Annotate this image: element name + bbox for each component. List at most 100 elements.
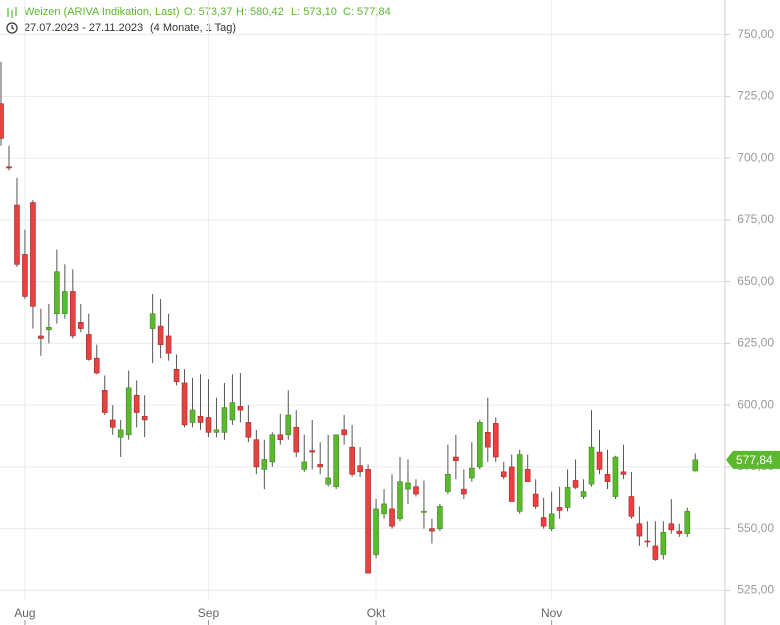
y-tick-label: 700,00 xyxy=(737,150,774,164)
candle-body xyxy=(70,291,76,337)
candle-body xyxy=(237,406,244,411)
candle-body xyxy=(285,414,292,436)
y-tick-label: 525,00 xyxy=(737,583,774,597)
candle-body xyxy=(269,434,276,463)
header-icon xyxy=(7,7,17,18)
candle-body xyxy=(660,532,667,555)
candle-body xyxy=(492,423,499,458)
candle-body xyxy=(524,469,531,483)
x-tick-label: Nov xyxy=(541,606,562,620)
candle-body xyxy=(604,474,611,483)
candle-body xyxy=(181,382,188,426)
candle-body xyxy=(125,387,132,436)
candle-body xyxy=(0,103,4,139)
candle-body xyxy=(93,357,100,374)
candle-body xyxy=(6,166,12,169)
candle-body xyxy=(636,523,643,537)
candle-body xyxy=(14,204,20,265)
candle-body xyxy=(445,474,451,492)
candle-body xyxy=(540,517,547,527)
candle-body xyxy=(229,402,236,421)
period: (4 Monate, 1 Tag) xyxy=(150,22,236,34)
clock-icon xyxy=(6,22,18,34)
candle-body xyxy=(325,477,331,485)
candle-body xyxy=(173,369,180,382)
candle-body xyxy=(389,508,395,527)
candle-body xyxy=(317,464,324,468)
ohlc-label: H: 580,42 xyxy=(236,6,284,18)
candle-body xyxy=(109,419,116,428)
candle-body xyxy=(620,471,627,475)
candle-body xyxy=(349,446,355,475)
candle-body xyxy=(277,434,284,441)
y-tick-label: 625,00 xyxy=(737,336,774,350)
chart-title: Weizen (ARIVA Indikation, Last) xyxy=(24,6,180,18)
candle-body xyxy=(548,513,555,529)
candle-body xyxy=(221,407,228,433)
candle-body xyxy=(516,454,523,512)
y-tick-label: 550,00 xyxy=(737,521,774,535)
candle-body xyxy=(437,506,443,529)
candle-body xyxy=(189,409,196,423)
candle-body xyxy=(580,491,587,497)
candle-body xyxy=(197,415,204,423)
candle-body xyxy=(149,313,156,329)
y-tick-label: 650,00 xyxy=(737,274,774,288)
candle-body xyxy=(165,335,172,354)
candle-body xyxy=(117,429,124,438)
y-tick-label: 600,00 xyxy=(737,397,774,411)
candle-body xyxy=(429,528,435,532)
candle-body xyxy=(213,429,220,433)
candle-body xyxy=(413,486,419,495)
candle-body xyxy=(133,394,140,413)
candle-body xyxy=(365,469,371,574)
candle-body xyxy=(684,511,691,534)
y-tick-label: 725,00 xyxy=(737,89,774,103)
y-tick-label: 675,00 xyxy=(737,212,774,226)
candle-body xyxy=(293,427,300,453)
candle-body xyxy=(373,508,379,555)
candle-body xyxy=(245,422,252,438)
candle-body xyxy=(30,202,36,307)
price-badge xyxy=(726,450,780,469)
candle-body xyxy=(141,415,148,421)
candle-body xyxy=(596,451,603,470)
candle-body xyxy=(453,456,459,462)
candle-body xyxy=(85,334,92,360)
candle-body xyxy=(357,465,363,473)
candle-body xyxy=(46,327,52,331)
candle-body xyxy=(484,432,491,448)
candle-body xyxy=(341,429,347,436)
candle-body xyxy=(101,390,108,413)
candle-body xyxy=(62,291,68,315)
candle-body xyxy=(508,466,515,502)
candle-body xyxy=(612,456,619,497)
candle-body xyxy=(628,496,635,517)
candle-body xyxy=(301,461,308,470)
candle-body xyxy=(556,507,563,511)
candle-body xyxy=(692,459,699,472)
subtitle: 27.07.2023 - 27.11.2023 xyxy=(24,22,143,34)
x-tick-label: Aug xyxy=(14,606,35,620)
candle-body xyxy=(333,434,339,487)
candle-body xyxy=(205,417,212,433)
ohlc-label: L: 573,10 xyxy=(291,6,337,18)
candle-body xyxy=(652,545,659,560)
candle-body xyxy=(38,335,44,339)
candle-body xyxy=(309,450,316,453)
candle-body xyxy=(157,325,164,345)
candle-body xyxy=(469,467,475,479)
candle-body xyxy=(532,493,539,507)
candle-body xyxy=(22,254,28,297)
candle-body xyxy=(476,422,483,468)
ohlc-label: C: 577,84 xyxy=(343,6,391,18)
candle-body xyxy=(261,459,268,470)
candle-body xyxy=(54,271,60,315)
candle-body xyxy=(405,482,411,490)
candle-body xyxy=(78,322,84,329)
candle-body xyxy=(421,511,427,513)
candle-body xyxy=(381,503,387,515)
candle-body xyxy=(253,439,260,468)
candle-body xyxy=(397,481,403,520)
